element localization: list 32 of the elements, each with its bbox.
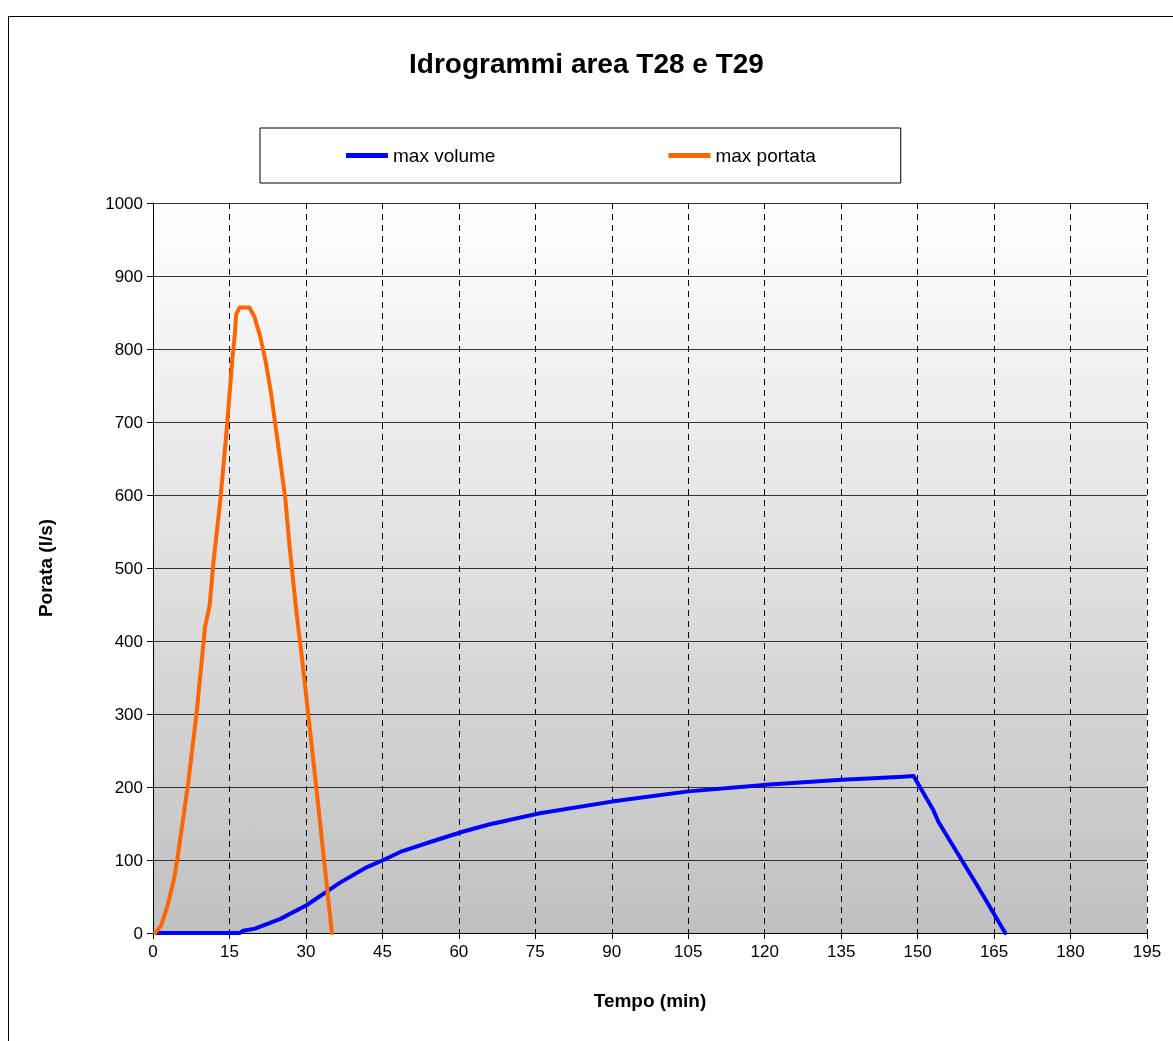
- line-series: [153, 774, 1008, 935]
- y-tick-label: 500: [114, 558, 143, 578]
- x-tick-label: 120: [750, 942, 779, 961]
- x-axis-title: Tempo (min): [593, 990, 707, 1011]
- y-axis-title: Porata (l/s): [35, 518, 56, 618]
- x-tick-label: 75: [525, 942, 545, 961]
- y-tick-label: 800: [114, 339, 143, 359]
- x-tick-label: 165: [979, 942, 1009, 961]
- y-tick-label: 900: [114, 266, 143, 286]
- x-tick-label: 195: [1132, 942, 1162, 961]
- y-tick-label: 300: [114, 704, 143, 724]
- x-tick-label: 30: [296, 942, 316, 961]
- legend-label: max portata: [715, 145, 817, 166]
- y-tick-label: 200: [114, 777, 143, 797]
- line-series: [153, 305, 334, 935]
- x-tick-label: 180: [1056, 942, 1085, 961]
- x-tick-label: 45: [372, 942, 392, 961]
- x-tick-label: 0: [148, 942, 158, 961]
- x-tick-label: 60: [449, 942, 469, 961]
- legend-label: max volume: [393, 145, 496, 166]
- x-tick-label: 15: [220, 942, 239, 961]
- y-tick-label: 1000: [105, 193, 143, 213]
- x-tick-label: 105: [674, 942, 703, 961]
- chart-title: Idrogrammi area T28 e T29: [409, 47, 764, 79]
- y-tick-label: 400: [114, 631, 143, 651]
- x-tick-label: 90: [602, 942, 622, 961]
- y-tick-label: 700: [114, 412, 143, 432]
- x-tick-label: 135: [826, 942, 856, 961]
- y-tick-label: 100: [114, 850, 143, 870]
- y-tick-label: 0: [133, 923, 143, 943]
- x-tick-label: 150: [903, 942, 932, 961]
- y-tick-label: 600: [114, 485, 143, 505]
